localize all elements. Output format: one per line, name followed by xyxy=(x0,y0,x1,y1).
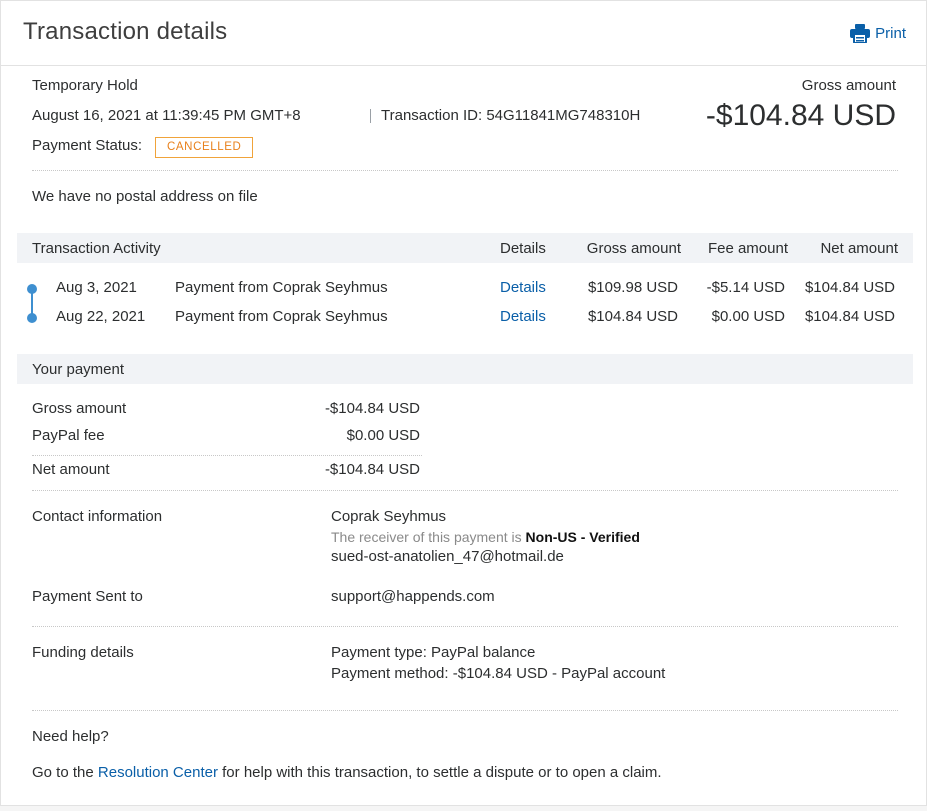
gross-amount-label: Gross amount xyxy=(801,77,896,94)
row-gross: $109.98 USD xyxy=(587,279,678,296)
row-description: Payment from Coprak Seyhmus xyxy=(175,279,388,296)
gross-amount-value: -$104.84 USD xyxy=(705,99,896,132)
divider xyxy=(32,490,898,491)
payment-gross-value: -$104.84 USD xyxy=(324,400,420,417)
row-gross: $104.84 USD xyxy=(587,308,678,325)
print-button[interactable]: Print xyxy=(850,24,906,43)
payment-sent-to-value: support@happends.com xyxy=(331,588,495,605)
funding-details-label: Funding details xyxy=(32,644,134,661)
receiver-status-value: Non-US - Verified xyxy=(525,529,640,545)
row-net: $104.84 USD xyxy=(804,308,895,325)
row-date: Aug 3, 2021 xyxy=(56,279,137,296)
help-text: Go to the Resolution Center for help wit… xyxy=(32,764,662,781)
net-column-header: Net amount xyxy=(820,240,898,257)
payment-type: Payment type: PayPal balance xyxy=(331,644,536,661)
row-details-link[interactable]: Details xyxy=(500,279,546,296)
help-prefix: Go to the xyxy=(32,764,94,781)
page-title: Transaction details xyxy=(23,18,228,45)
transaction-id: Transaction ID: 54G11841MG748310H xyxy=(381,107,641,124)
paypal-fee-value: $0.00 USD xyxy=(346,427,420,444)
help-suffix: for help with this transaction, to settl… xyxy=(222,764,662,781)
timeline-line xyxy=(31,289,33,317)
print-label: Print xyxy=(875,25,906,42)
row-net: $104.84 USD xyxy=(804,279,895,296)
paypal-fee-label: PayPal fee xyxy=(32,427,105,444)
contact-info-label: Contact information xyxy=(32,508,163,525)
timeline-dot xyxy=(27,284,37,294)
postal-address-note: We have no postal address on file xyxy=(32,188,258,205)
net-amount-value: -$104.84 USD xyxy=(324,461,420,478)
payment-method: Payment method: -$104.84 USD - PayPal ac… xyxy=(331,665,666,682)
divider xyxy=(32,170,898,171)
printer-icon xyxy=(850,24,871,43)
receiver-status-line: The receiver of this payment is Non-US -… xyxy=(331,529,640,545)
row-details-link[interactable]: Details xyxy=(500,308,546,325)
contact-email: sued-ost-anatolien_47@hotmail.de xyxy=(331,548,564,565)
card-header: Transaction details Print xyxy=(1,1,926,66)
timeline-dot xyxy=(27,313,37,323)
row-description: Payment from Coprak Seyhmus xyxy=(175,308,388,325)
payment-gross-label: Gross amount xyxy=(32,400,127,417)
payment-sent-to-label: Payment Sent to xyxy=(32,588,143,605)
net-amount-label: Net amount xyxy=(32,461,110,478)
resolution-center-link[interactable]: Resolution Center xyxy=(97,764,218,781)
gross-column-header: Gross amount xyxy=(586,240,681,257)
row-date: Aug 22, 2021 xyxy=(56,308,146,325)
details-column-header: Details xyxy=(500,240,546,257)
your-payment-band: Your payment xyxy=(17,354,913,384)
divider xyxy=(32,626,898,627)
divider xyxy=(32,710,898,711)
row-fee: -$5.14 USD xyxy=(706,279,785,296)
status-badge: CANCELLED xyxy=(155,137,254,158)
activity-header-band: Transaction Activity Details Gross amoun… xyxy=(17,233,913,263)
transaction-date: August 16, 2021 at 11:39:45 PM GMT+8 xyxy=(32,107,301,124)
transaction-type: Temporary Hold xyxy=(32,77,138,94)
row-fee: $0.00 USD xyxy=(711,308,785,325)
your-payment-title: Your payment xyxy=(32,361,125,378)
contact-name: Coprak Seyhmus xyxy=(331,508,447,525)
fee-column-header: Fee amount xyxy=(707,240,788,257)
divider xyxy=(32,455,422,456)
payment-status-label: Payment Status: xyxy=(32,137,143,154)
vertical-divider xyxy=(370,109,371,123)
activity-header-label: Transaction Activity xyxy=(32,240,161,257)
receiver-status-prefix: The receiver of this payment is xyxy=(331,529,522,545)
need-help-title: Need help? xyxy=(32,728,109,745)
